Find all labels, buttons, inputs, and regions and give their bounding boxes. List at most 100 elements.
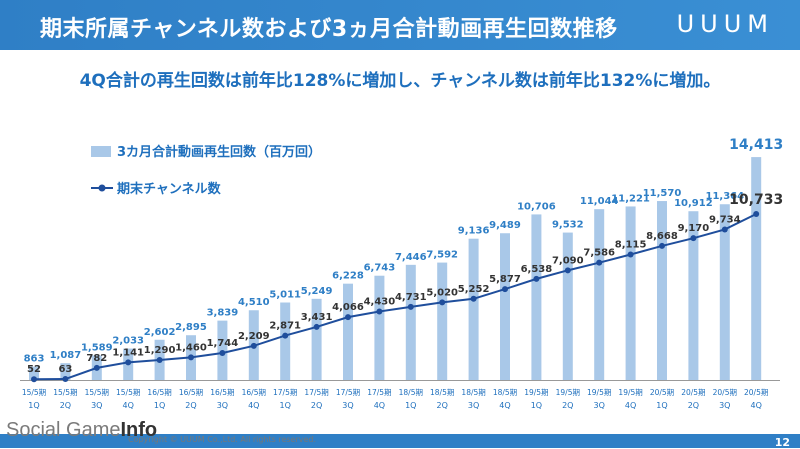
x-tick-fiscal-label: 19/5期: [556, 388, 580, 397]
bar-value-label: 863: [24, 354, 45, 365]
line-point: [407, 303, 414, 310]
watermark-text-b: Info: [120, 419, 158, 441]
line-value-label: 9,734: [709, 214, 741, 225]
line-value-label: 52: [27, 364, 41, 375]
line-value-label: 1,290: [144, 345, 176, 356]
bar: [374, 275, 385, 380]
bar: [562, 232, 573, 380]
line-value-label: 1,460: [175, 342, 207, 353]
bar-value-label: 11,044: [580, 196, 619, 207]
x-tick-fiscal-label: 18/5期: [493, 388, 517, 397]
x-tick-quarter-label: 3Q: [217, 401, 228, 410]
line-value-label: 9,170: [678, 223, 710, 234]
line-point: [313, 323, 320, 330]
bar-value-label: 6,743: [364, 263, 396, 274]
x-tick-quarter-label: 3Q: [594, 401, 605, 410]
x-tick-quarter-label: 2Q: [185, 401, 196, 410]
bar: [688, 211, 699, 380]
x-tick-quarter-label: 1Q: [280, 401, 291, 410]
bar-value-label: 2,895: [175, 322, 207, 333]
x-tick-fiscal-label: 17/5期: [367, 388, 391, 397]
channel-line: [33, 213, 757, 381]
x-tick-fiscal-label: 18/5期: [399, 388, 423, 397]
line-point: [659, 242, 665, 249]
bar-value-label: 7,446: [395, 252, 427, 263]
bar-value-label: 5,249: [301, 286, 333, 297]
bar-value-label: 7,592: [426, 250, 458, 261]
x-tick-quarter-label: 2Q: [437, 401, 448, 410]
x-tick-fiscal-label: 17/5期: [336, 388, 360, 397]
line-point: [62, 376, 69, 383]
bar: [468, 238, 479, 380]
x-tick-quarter-label: 4Q: [374, 401, 385, 410]
x-tick-quarter-label: 4Q: [625, 401, 636, 410]
watermark-text-a: Social Game: [6, 419, 121, 441]
x-tick-fiscal-label: 17/5期: [273, 388, 297, 397]
x-tick-fiscal-label: 15/5期: [53, 388, 77, 397]
line-value-label: 8,115: [615, 239, 647, 250]
x-tick-fiscal-label: 20/5期: [650, 388, 674, 397]
x-tick-fiscal-label: 17/5期: [304, 388, 328, 397]
bar-value-label: 9,532: [552, 220, 584, 231]
line-point: [345, 314, 351, 321]
x-tick-fiscal-label: 19/5期: [618, 388, 642, 397]
line-point: [376, 308, 383, 315]
x-tick-quarter-label: 2Q: [311, 401, 322, 410]
x-tick-quarter-label: 1Q: [28, 401, 39, 410]
line-value-label: 4,731: [395, 292, 427, 303]
x-tick-fiscal-label: 16/5期: [147, 388, 171, 397]
x-tick-quarter-label: 3Q: [468, 401, 479, 410]
line-point: [690, 235, 697, 242]
line-point: [596, 259, 603, 266]
x-tick-quarter-label: 1Q: [531, 401, 542, 410]
line-value-label: 3,431: [301, 312, 333, 323]
x-tick-fiscal-label: 20/5期: [681, 388, 705, 397]
line-value-label: 4,430: [364, 296, 396, 307]
bar-value-label: 11,570: [643, 188, 682, 199]
line-point: [470, 295, 477, 302]
line-point: [533, 275, 540, 282]
line-value-label: 1,744: [207, 338, 239, 349]
x-tick-fiscal-label: 16/5期: [210, 388, 234, 397]
bar: [311, 298, 322, 380]
x-tick-quarter-label: 4Q: [123, 401, 134, 410]
line-point: [250, 342, 257, 349]
bar: [437, 262, 448, 380]
x-tick-quarter-label: 2Q: [60, 401, 71, 410]
x-tick-fiscal-label: 19/5期: [524, 388, 548, 397]
x-tick-quarter-label: 1Q: [405, 401, 416, 410]
legend-bar-swatch: [91, 146, 111, 157]
line-value-label: 63: [58, 364, 72, 375]
bar-value-label: 3,839: [207, 308, 239, 319]
x-tick-fiscal-label: 15/5期: [116, 388, 140, 397]
bar-value-label: 10,706: [517, 201, 556, 212]
line-value-label: 1,141: [112, 347, 144, 358]
line-value-label: 5,877: [489, 274, 521, 285]
legend-line-marker: [98, 184, 106, 192]
x-tick-fiscal-label: 15/5期: [22, 388, 46, 397]
x-tick-fiscal-label: 16/5期: [242, 388, 266, 397]
x-tick-quarter-label: 4Q: [751, 401, 762, 410]
line-point: [125, 359, 132, 366]
x-tick-quarter-label: 2Q: [562, 401, 573, 410]
bar: [657, 201, 667, 380]
bar: [280, 302, 291, 380]
bar-value-label: 10,912: [674, 198, 713, 209]
line-point: [439, 299, 446, 306]
line-value-label: 6,538: [521, 264, 553, 275]
company-logo: UUUM: [676, 10, 774, 38]
bar: [625, 206, 636, 380]
x-tick-fiscal-label: 16/5期: [179, 388, 203, 397]
line-value-label: 10,733: [729, 192, 783, 208]
legend-line-label: 期末チャンネル数: [117, 181, 222, 197]
bar-value-label: 14,413: [729, 137, 783, 153]
bar-value-label: 6,228: [332, 271, 364, 282]
bar: [531, 214, 542, 380]
x-tick-quarter-label: 3Q: [719, 401, 730, 410]
bar: [405, 264, 416, 380]
line-point: [502, 286, 508, 293]
line-point: [721, 226, 728, 233]
line-value-label: 2,871: [269, 321, 301, 332]
line-point: [282, 332, 289, 339]
